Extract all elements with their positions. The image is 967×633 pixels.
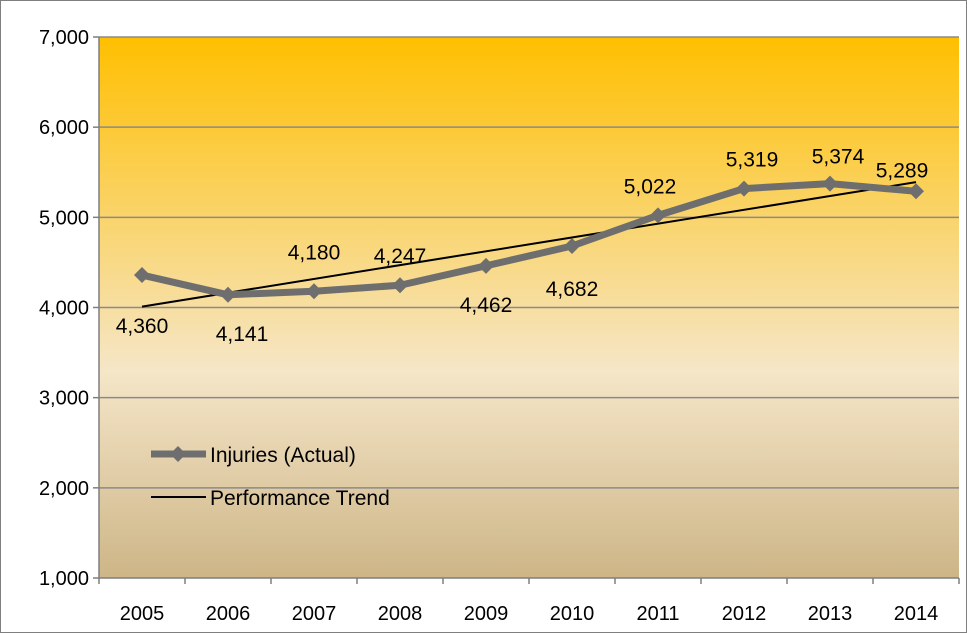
data-point-marker — [134, 267, 150, 284]
trend-line — [141, 181, 917, 308]
y-tick-label: 1,000 — [39, 568, 89, 590]
data-point-marker — [306, 283, 322, 300]
y-tick-label: 7,000 — [39, 27, 89, 49]
y-tick-label: 6,000 — [39, 117, 89, 139]
y-tick-label: 4,000 — [39, 298, 89, 320]
data-point-marker — [822, 175, 838, 192]
y-tick-label: 2,000 — [39, 478, 89, 500]
data-point-marker — [478, 257, 494, 274]
x-tick-label: 2012 — [722, 603, 767, 625]
data-label: 4,180 — [288, 241, 341, 264]
data-label: 5,022 — [624, 175, 677, 198]
x-tick-label: 2008 — [378, 603, 423, 625]
y-tick-label: 5,000 — [39, 207, 89, 229]
series-line-injuries — [141, 180, 917, 299]
data-label: 4,247 — [374, 245, 427, 268]
data-label: 4,360 — [116, 315, 169, 338]
legend-marker-injuries — [170, 446, 186, 462]
x-tick-label: 2011 — [636, 603, 679, 625]
x-tick-label: 2006 — [206, 603, 251, 625]
data-label: 5,289 — [876, 159, 929, 182]
data-point-marker — [736, 180, 752, 197]
data-label: 4,462 — [460, 294, 513, 317]
data-point-marker — [220, 286, 236, 303]
x-tick-label: 2007 — [292, 603, 337, 625]
data-label: 4,682 — [546, 278, 599, 301]
data-point-marker — [650, 207, 666, 224]
x-tick-label: 2009 — [464, 603, 509, 625]
x-tick-label: 2013 — [808, 603, 853, 625]
data-label: 5,374 — [812, 146, 865, 169]
data-label: 5,319 — [726, 149, 779, 172]
data-label: 4,141 — [216, 323, 269, 346]
data-point-marker — [908, 183, 924, 200]
x-tick-label: 2005 — [120, 603, 165, 625]
legend-label-injuries: Injuries (Actual) — [210, 444, 356, 467]
y-tick-label: 3,000 — [39, 388, 89, 410]
data-point-marker — [392, 277, 408, 294]
legend-label-trend: Performance Trend — [210, 487, 390, 510]
x-tick-label: 2014 — [894, 603, 939, 625]
x-tick-label: 2010 — [550, 603, 595, 625]
data-point-marker — [564, 238, 580, 255]
